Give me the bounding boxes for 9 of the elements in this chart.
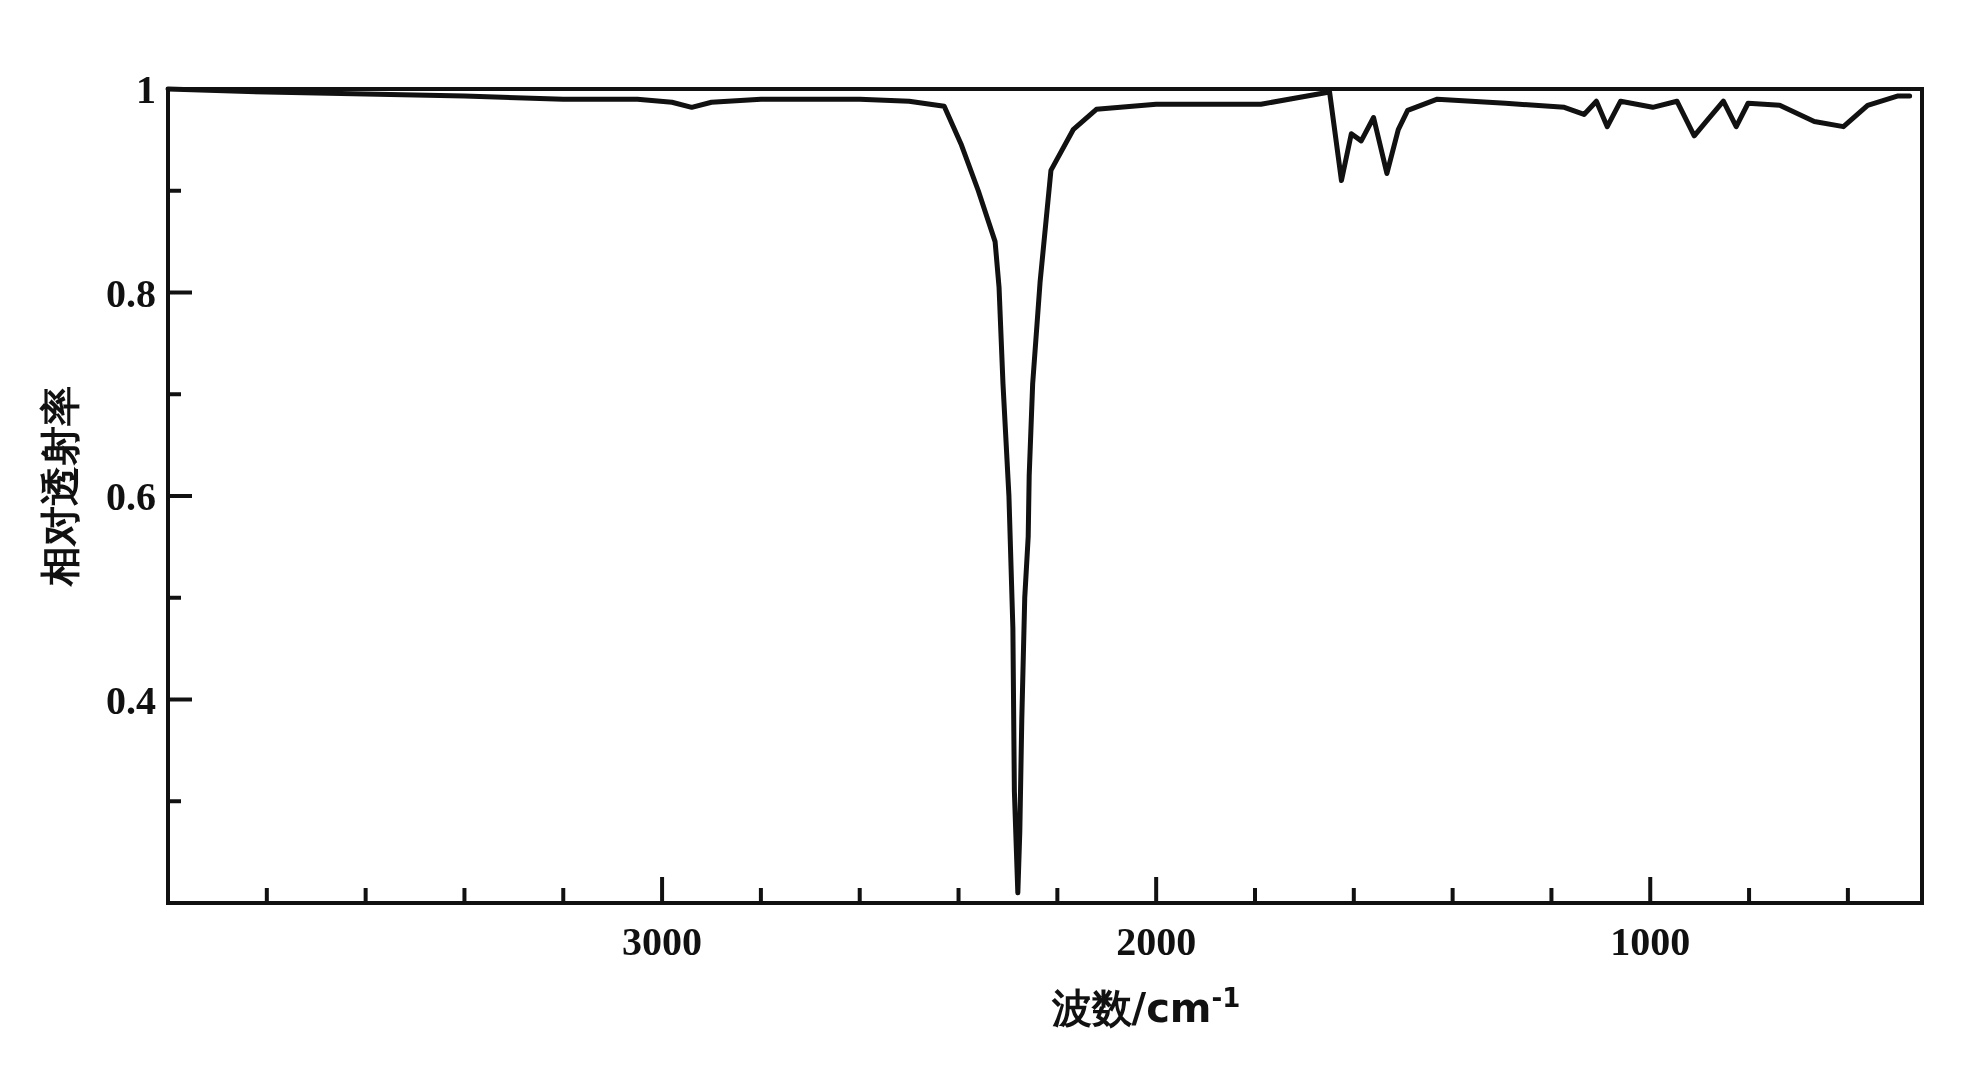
- x-tick-label: 1000: [1610, 919, 1691, 964]
- x-tick-label: 2000: [1116, 919, 1197, 964]
- x-axis-title: 波数/cm$^{-1}$: [1050, 983, 1241, 1031]
- y-axis-title: 相对透射率: [37, 386, 83, 587]
- y-tick-label: 1: [136, 67, 156, 112]
- y-tick-label: 0.8: [106, 270, 156, 316]
- y-tick-label: 0.4: [106, 677, 156, 723]
- y-tick-label: 0.6: [106, 474, 156, 519]
- x-tick-label: 3000: [622, 919, 703, 964]
